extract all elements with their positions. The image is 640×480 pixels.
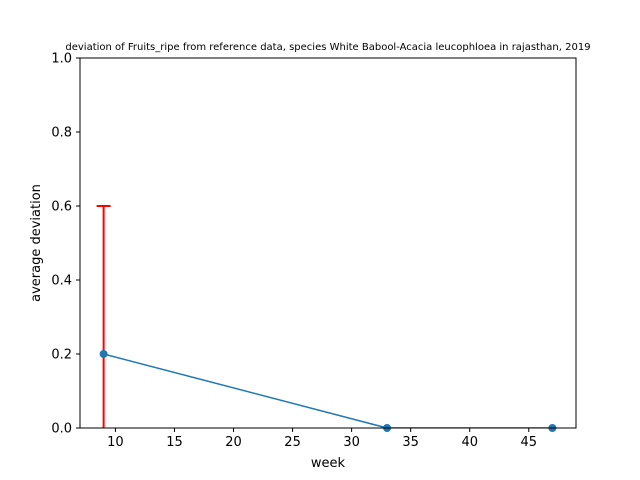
- y-tick-label: 0.2: [51, 348, 72, 363]
- errorbar-layer: [96, 205, 111, 428]
- y-tick-label: 0.0: [51, 422, 72, 437]
- data-point: [99, 350, 108, 358]
- y-tick-label: 1.0: [51, 52, 72, 67]
- x-tick-label: 45: [520, 435, 537, 450]
- y-axis-ticks: 0.0 0.2 0.4 0.6 0.8 1.0: [51, 52, 80, 437]
- plot-area: [80, 58, 576, 428]
- chart-title: deviation of Fruits_ripe from reference …: [65, 42, 590, 53]
- x-axis-label: week: [311, 456, 346, 471]
- x-tick-label: 10: [107, 435, 124, 450]
- y-tick-label: 0.8: [51, 126, 72, 141]
- x-tick-label: 20: [225, 435, 242, 450]
- x-tick-label: 30: [343, 435, 360, 450]
- x-tick-label: 15: [166, 435, 183, 450]
- series-line: [103, 353, 553, 428]
- plot-frame: [79, 57, 577, 429]
- y-tick-label: 0.4: [51, 274, 72, 289]
- y-tick-label: 0.6: [51, 200, 72, 215]
- x-tick-label: 35: [402, 435, 419, 450]
- y-axis-label: average deviation: [29, 184, 44, 302]
- x-tick-label: 40: [461, 435, 478, 450]
- x-axis-ticks: 10 15 20 25 30 35 40 45: [107, 428, 537, 450]
- series-layer: [103, 353, 553, 428]
- x-tick-label: 25: [284, 435, 301, 450]
